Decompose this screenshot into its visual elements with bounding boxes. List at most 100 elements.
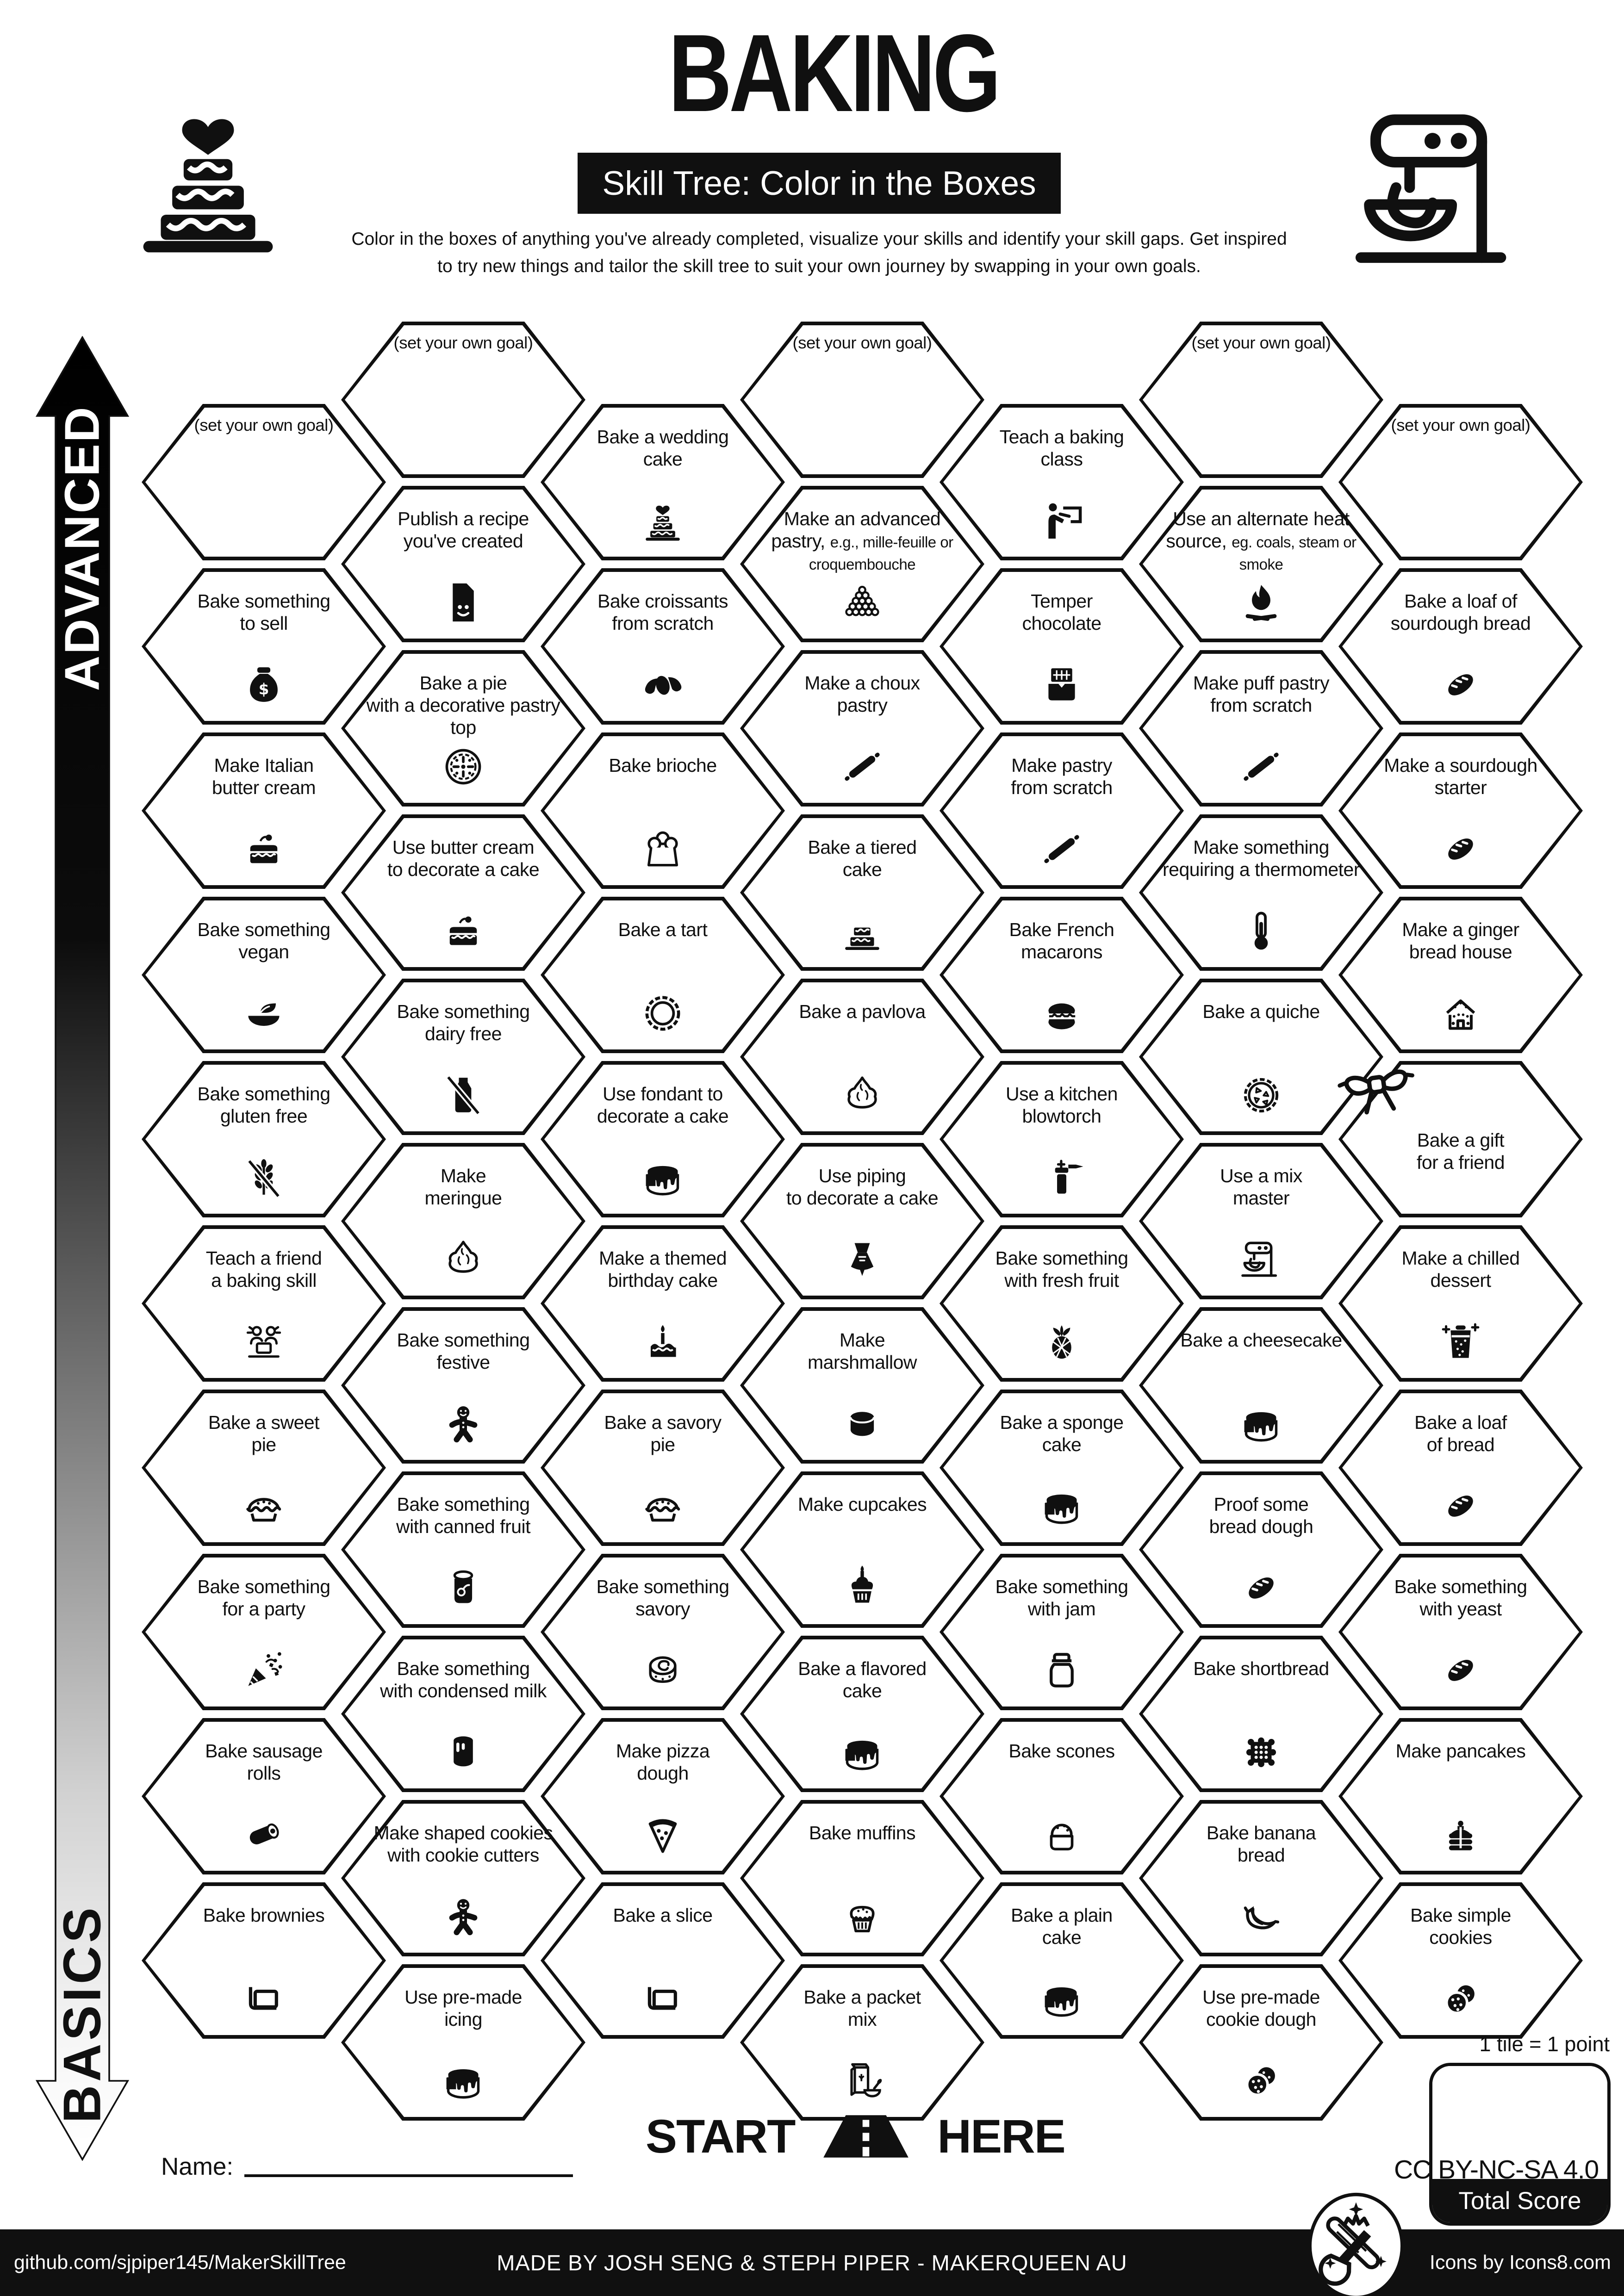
hex-tile[interactable]: Make a themed birthday cake bbox=[541, 1225, 785, 1382]
hex-tile[interactable]: Make an advanced pastry, e.g., mille-feu… bbox=[740, 486, 984, 642]
hex-tile[interactable]: Use butter cream to decorate a cake bbox=[341, 814, 585, 971]
hex-tile[interactable]: Bake something with condensed milk bbox=[341, 1636, 585, 1792]
hex-tile[interactable]: Bake something dairy free bbox=[341, 979, 585, 1135]
hex-tile[interactable]: Bake a tiered cake bbox=[740, 814, 984, 971]
hex-tile[interactable]: Bake a slice bbox=[541, 1882, 785, 2039]
hex-tile[interactable]: Bake a loaf of bread bbox=[1338, 1390, 1583, 1546]
hex-tile[interactable]: Bake simple cookies bbox=[1338, 1882, 1583, 2039]
hex-tile[interactable]: (set your own goal) bbox=[1139, 322, 1383, 478]
hex-tile[interactable]: Bake a quiche bbox=[1139, 979, 1383, 1135]
hex-tile[interactable]: Make Italian butter cream bbox=[142, 732, 386, 889]
hex-tile[interactable]: Use pre-made icing bbox=[341, 1964, 585, 2121]
hex-tile[interactable]: Bake something savory bbox=[541, 1554, 785, 1710]
hex-content: Bake muffins bbox=[759, 1800, 966, 1956]
hex-content: Make an advanced pastry, e.g., mille-feu… bbox=[759, 486, 966, 642]
hex-tile[interactable]: Bake something with yeast bbox=[1338, 1554, 1583, 1710]
hex-label: Bake simple cookies bbox=[1410, 1905, 1511, 1948]
drip-cake-icon bbox=[1045, 1494, 1078, 1524]
hex-tile[interactable]: Bake croissants from scratch bbox=[541, 568, 785, 725]
hex-tile[interactable]: Bake something gluten free bbox=[142, 1061, 386, 1217]
hex-tile[interactable]: Make pastry from scratch bbox=[940, 732, 1184, 889]
hex-tile[interactable]: Bake a cheesecake bbox=[1139, 1307, 1383, 1464]
icons8-credit[interactable]: Icons by Icons8.com bbox=[1430, 2251, 1611, 2274]
hex-tile[interactable]: Bake a pavlova bbox=[740, 979, 984, 1135]
name-entry-line[interactable] bbox=[244, 2174, 573, 2177]
hex-tile[interactable]: Bake something vegan bbox=[142, 897, 386, 1053]
hex-tile[interactable]: (set your own goal) bbox=[341, 322, 585, 478]
hex-tile[interactable]: Use pre-made cookie dough bbox=[1139, 1964, 1383, 2121]
hex-tile[interactable]: Bake muffins bbox=[740, 1800, 984, 1956]
hex-label: Use pre-made icing bbox=[404, 1986, 522, 2030]
hex-tile[interactable]: Bake brioche bbox=[541, 732, 785, 889]
hex-tile[interactable]: Make puff pastry from scratch bbox=[1139, 650, 1383, 807]
hex-tile[interactable]: Bake a savory pie bbox=[541, 1390, 785, 1546]
hex-tile[interactable]: Bake a flavored cake bbox=[740, 1636, 984, 1792]
hex-tile[interactable]: (set your own goal) bbox=[740, 322, 984, 478]
hex-tile[interactable]: Bake a pie with a decorative pastry top bbox=[341, 650, 585, 807]
hex-tile[interactable]: Make something requiring a thermometer bbox=[1139, 814, 1383, 971]
hex-tile[interactable]: Bake shortbread bbox=[1139, 1636, 1383, 1792]
hex-tile[interactable]: Bake a loaf of sourdough bread bbox=[1338, 568, 1583, 725]
hex-tile[interactable]: (set your own goal) bbox=[1338, 404, 1583, 560]
hex-tile[interactable]: Bake something with canned fruit bbox=[341, 1471, 585, 1628]
hex-tile[interactable]: Bake French macarons bbox=[940, 897, 1184, 1053]
hex-tile[interactable]: Use a kitchen blowtorch bbox=[940, 1061, 1184, 1217]
hex-tile[interactable]: Use an alternate heat source, eg. coals,… bbox=[1139, 486, 1383, 642]
hex-tile[interactable]: Use fondant to decorate a cake bbox=[541, 1061, 785, 1217]
hex-tile[interactable]: Bake brownies bbox=[142, 1882, 386, 2039]
hex-tile[interactable]: Bake something for a party bbox=[142, 1554, 386, 1710]
hex-tile[interactable]: Temper chocolate bbox=[940, 568, 1184, 725]
hex-tile[interactable]: Bake something to sell $ bbox=[142, 568, 386, 725]
cream-cake-icon bbox=[449, 916, 477, 945]
hex-tile[interactable]: Bake a packet mix bbox=[740, 1964, 984, 2121]
hex-content: Bake something vegan bbox=[160, 897, 367, 1053]
hex-tile[interactable]: Bake something with jam bbox=[940, 1554, 1184, 1710]
hex-tile[interactable]: Bake something festive bbox=[341, 1307, 585, 1464]
hex-tile[interactable]: Bake a sweet pie bbox=[142, 1390, 386, 1546]
hex-tile[interactable]: Make meringue bbox=[341, 1143, 585, 1299]
hex-tile[interactable]: Teach a baking class bbox=[940, 404, 1184, 560]
hex-label: Make a themed birthday cake bbox=[598, 1247, 727, 1291]
hex-tile[interactable]: Proof some bread dough bbox=[1139, 1471, 1383, 1628]
hex-tile[interactable]: Bake a wedding cake bbox=[541, 404, 785, 560]
hex-tile[interactable]: Teach a friend a baking skill bbox=[142, 1225, 386, 1382]
hex-tile[interactable]: Make a ginger bread house bbox=[1338, 897, 1583, 1053]
hex-tile[interactable]: Use a mix master bbox=[1139, 1143, 1383, 1299]
meringue-icon bbox=[448, 1241, 478, 1273]
hex-tile[interactable]: Publish a recipe you've created bbox=[341, 486, 585, 642]
hex-tile[interactable]: Make shaped cookies with cookie cutters bbox=[341, 1800, 585, 1956]
github-link[interactable]: github.com/sjpiper145/MakerSkillTree bbox=[14, 2251, 346, 2274]
hex-tile[interactable]: Bake a tart bbox=[541, 897, 785, 1053]
hex-tile[interactable]: Bake sausage rolls bbox=[142, 1718, 386, 1874]
hex-tile[interactable]: Make a chilled dessert bbox=[1338, 1225, 1583, 1382]
hex-content: Bake a tart bbox=[559, 897, 766, 1053]
tiered-cake-icon bbox=[845, 927, 879, 950]
hex-tile[interactable]: Make cupcakes bbox=[740, 1471, 984, 1628]
hex-label: Bake something for a party bbox=[197, 1576, 330, 1620]
hex-label: Make Italian butter cream bbox=[212, 755, 316, 798]
hex-content: Make puff pastry from scratch bbox=[1157, 650, 1365, 807]
hex-tile[interactable]: Use piping to decorate a cake bbox=[740, 1143, 984, 1299]
hex-tile[interactable]: Make a choux pastry bbox=[740, 650, 984, 807]
hex-tile[interactable]: Bake scones bbox=[940, 1718, 1184, 1874]
hex-tile[interactable]: Make marshmallow bbox=[740, 1307, 984, 1464]
hex-label: Bake a tiered cake bbox=[808, 837, 917, 880]
sausage-roll-icon bbox=[249, 1823, 279, 1844]
hex-label: Use an alternate heat source, eg. coals,… bbox=[1166, 508, 1356, 573]
hex-tile[interactable]: Bake a plain cake bbox=[940, 1882, 1184, 2039]
hex-tile[interactable]: Make pancakes bbox=[1338, 1718, 1583, 1874]
score-entry-area[interactable] bbox=[1432, 2066, 1607, 2179]
pan-icon bbox=[647, 1987, 677, 2010]
bread-icon bbox=[1249, 1577, 1274, 1599]
meringue-icon bbox=[847, 1076, 877, 1109]
hex-tile[interactable]: (set your own goal) bbox=[142, 404, 386, 560]
hex-tile[interactable]: Bake a sponge cake bbox=[940, 1390, 1184, 1546]
hex-label: Bake something vegan bbox=[197, 919, 330, 962]
hex-content: Bake a loaf of sourdough bread bbox=[1357, 568, 1564, 725]
hex-tile[interactable]: Bake something with fresh fruit bbox=[940, 1225, 1184, 1382]
hex-tile[interactable]: Bake a gift for a friend bbox=[1338, 1061, 1583, 1217]
hex-tile[interactable]: Make a sourdough starter bbox=[1338, 732, 1583, 889]
hex-tile[interactable]: Make pizza dough bbox=[541, 1718, 785, 1874]
hex-tile[interactable]: Bake banana bread bbox=[1139, 1800, 1383, 1956]
